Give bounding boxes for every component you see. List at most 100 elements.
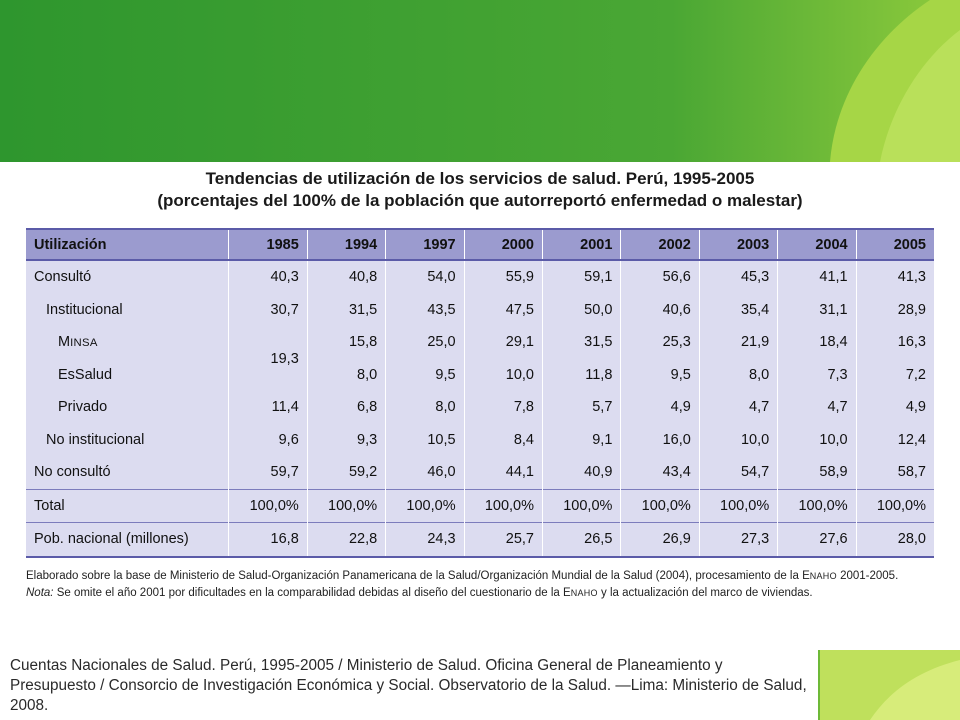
table-cell: 25,7 [463,522,543,558]
table-cell: 40,9 [541,456,621,489]
table-cell: 31,5 [541,326,621,359]
table-cell: 35,4 [698,293,778,326]
table-cell: 8,0 [385,391,465,424]
table-cell: 54,0 [385,260,465,294]
table-cell: 54,7 [698,456,778,489]
table-row-population: Pob. nacional (millones) 16,8 22,8 24,3 … [26,522,934,558]
table-row: No consultó 59,7 59,2 46,0 44,1 40,9 43,… [26,456,934,489]
header-year: 2000 [463,228,543,261]
table-cell: 8,4 [463,423,543,456]
table-cell: 56,6 [620,260,700,294]
table-cell: 100,0% [855,488,934,523]
table-cell: 43,5 [385,293,465,326]
table-cell: 47,5 [463,293,543,326]
table-cell: 6,8 [306,391,386,424]
row-label: No institucional [26,423,230,456]
table-row: EsSalud 8,0 9,5 10,0 11,8 9,5 8,0 7,3 7,… [26,358,934,391]
table-cell: 18,4 [777,326,857,359]
row-label: Institucional [26,293,230,326]
table-cell: 10,0 [463,358,543,391]
table-row: Privado 11,4 6,8 8,0 7,8 5,7 4,9 4,7 4,7… [26,391,934,424]
table-cell: 11,8 [541,358,621,391]
row-label-initial: M [58,334,71,351]
header-year: 2004 [777,228,857,261]
table-cell: 41,1 [777,260,857,294]
table-cell: 59,7 [228,456,308,489]
row-label: MINSA [26,326,230,359]
header-year: 1994 [306,228,386,261]
header-year: 1985 [228,228,308,261]
table-cell: 5,7 [541,391,621,424]
table-cell: 30,7 [228,293,308,326]
table-row: MINSA 19,3 15,8 25,0 29,1 31,5 25,3 21,9… [26,326,934,391]
table-cell: 25,0 [385,326,465,359]
table-cell: 100,0% [385,488,465,523]
table-cell: 7,8 [463,391,543,424]
table-cell: 8,0 [306,358,386,391]
table-subtitle: (porcentajes del 100% de la población qu… [157,191,803,210]
table-cell: 31,5 [306,293,386,326]
table-cell-merged: 19,3 [228,326,308,391]
table-cell: 4,9 [620,391,700,424]
table-cell: 12,4 [855,423,934,456]
table-cell: 58,7 [855,456,934,489]
table-cell: 11,4 [228,391,308,424]
utilization-table: Utilización 1985 1994 1997 2000 2001 200… [26,228,934,558]
table-cell: 16,0 [620,423,700,456]
document-page: Tendencias de utilización de los servici… [0,162,960,650]
table-cell: 9,3 [306,423,386,456]
nota-note: Nota: Se omite el año 2001 por dificulta… [26,587,813,599]
table-title: Tendencias de utilización de los servici… [205,169,755,188]
table-cell: 15,8 [306,326,386,359]
row-label-smallcaps: INSA [70,337,98,350]
table-cell: 41,3 [855,260,934,294]
header-year: 2001 [541,228,621,261]
table-cell: 26,9 [620,522,700,558]
table-cell: 27,3 [698,522,778,558]
table-cell: 100,0% [228,488,308,523]
table-cell: 58,9 [777,456,857,489]
row-label: Consultó [26,260,230,294]
header-year: 2005 [855,228,934,261]
table-header-row: Utilización 1985 1994 1997 2000 2001 200… [26,228,934,261]
table-row: Consultó 40,3 40,8 54,0 55,9 59,1 56,6 4… [26,260,934,294]
table-cell: 28,0 [855,522,934,558]
table-cell: 9,5 [385,358,465,391]
table-cell: 4,7 [698,391,778,424]
table-cell: 26,5 [541,522,621,558]
header-year: 1997 [385,228,465,261]
table-cell: 29,1 [463,326,543,359]
table-row-total: Total 100,0% 100,0% 100,0% 100,0% 100,0%… [26,488,934,523]
table-cell: 31,1 [777,293,857,326]
table-cell: 59,1 [541,260,621,294]
table-cell: 7,3 [777,358,857,391]
row-label: Pob. nacional (millones) [26,522,230,558]
table-cell: 100,0% [463,488,543,523]
table-cell: 40,3 [228,260,308,294]
row-label: EsSalud [26,358,230,391]
table-cell: 40,6 [620,293,700,326]
row-label: Total [26,488,230,523]
table-notes: Elaborado sobre la base de Ministerio de… [26,568,936,602]
table-cell: 43,4 [620,456,700,489]
table-cell: 24,3 [385,522,465,558]
table-cell: 9,1 [541,423,621,456]
header-year: 2003 [698,228,778,261]
table-cell: 40,8 [306,260,386,294]
table-cell: 27,6 [777,522,857,558]
table-cell: 7,2 [855,358,934,391]
table-row: No institucional 9,6 9,3 10,5 8,4 9,1 16… [26,423,934,456]
table-cell: 25,3 [620,326,700,359]
table-cell: 45,3 [698,260,778,294]
table-cell: 16,8 [228,522,308,558]
table-cell: 16,3 [855,326,934,359]
table-cell: 10,0 [777,423,857,456]
table-cell: 100,0% [698,488,778,523]
table-cell: 22,8 [306,522,386,558]
table-cell: 10,5 [385,423,465,456]
table-cell: 100,0% [306,488,386,523]
table-cell: 46,0 [385,456,465,489]
bibliographic-citation: Cuentas Nacionales de Salud. Perú, 1995-… [0,650,818,720]
header-year: 2002 [620,228,700,261]
table-cell: 100,0% [620,488,700,523]
